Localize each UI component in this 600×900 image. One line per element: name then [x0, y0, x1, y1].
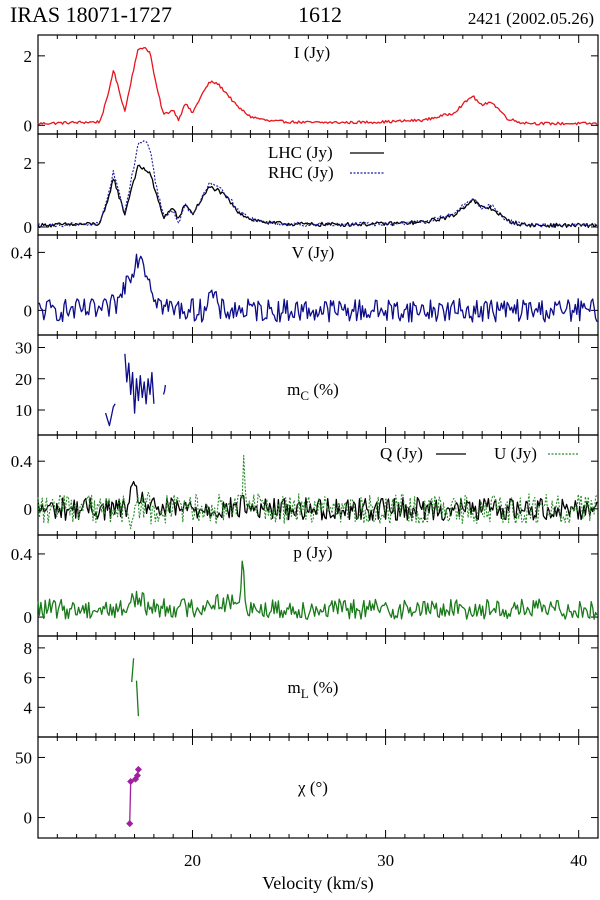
series-line-V — [37, 253, 598, 323]
series-line-mC — [162, 384, 167, 395]
legend-label-LHC: LHC (Jy) — [268, 143, 333, 162]
ytick-label-I: 0 — [24, 116, 33, 135]
series-line-mC — [124, 353, 155, 414]
source-title: IRAS 18071-1727 — [10, 2, 172, 27]
series-line-RHC — [37, 140, 598, 228]
x-axis-label: Velocity (km/s) — [262, 873, 373, 894]
ytick-label-chi: 0 — [24, 809, 33, 828]
xtick-label: 20 — [184, 851, 201, 870]
ytick-label-p: 0 — [24, 608, 33, 627]
ytick-label-mC: 20 — [15, 370, 32, 389]
series-line-mL — [135, 680, 140, 717]
ytick-label-CP: 0 — [24, 218, 33, 237]
ytick-label-p: 0.4 — [11, 545, 33, 564]
ytick-label-I: 2 — [24, 47, 33, 66]
panel-label-I: I (Jy) — [294, 43, 330, 62]
series-line-U — [37, 454, 598, 530]
series-line-LHC — [37, 164, 598, 229]
panel-frame-chi — [37, 736, 599, 839]
epoch-label: 2421 (2002.05.26) — [467, 9, 594, 28]
ytick-label-QU: 0 — [24, 500, 33, 519]
data-point-chi — [127, 777, 135, 786]
series-line-p — [37, 560, 598, 620]
ytick-label-mC: 10 — [15, 401, 32, 420]
ytick-label-CP: 2 — [24, 154, 33, 173]
panel-label-p: p (Jy) — [293, 543, 332, 562]
legend-label-U: U (Jy) — [494, 444, 537, 463]
panel-label-mC: mC (%) — [287, 380, 339, 403]
xtick-label: 30 — [377, 851, 394, 870]
ytick-label-mL: 4 — [24, 698, 33, 717]
panel-label-chi: χ (°) — [297, 778, 328, 797]
ytick-label-chi: 50 — [15, 748, 32, 767]
data-point-chi — [133, 771, 141, 780]
data-point-chi — [134, 765, 142, 773]
legend-label-RHC: RHC (Jy) — [268, 163, 334, 182]
series-line-mC — [104, 403, 116, 427]
line-frequency: 1612 — [298, 2, 342, 27]
ytick-label-mL: 8 — [24, 639, 33, 658]
ytick-label-QU: 0.4 — [11, 452, 33, 471]
series-line-I — [37, 46, 598, 126]
series-line-mL — [131, 658, 135, 683]
xtick-label: 40 — [570, 851, 587, 870]
ytick-label-mC: 30 — [15, 339, 32, 358]
panel-label-mL: mL (%) — [288, 678, 339, 701]
legend-label-Q: Q (Jy) — [380, 444, 423, 463]
ytick-label-V: 0.4 — [11, 243, 33, 262]
panel-label-V: V (Jy) — [292, 243, 335, 262]
data-point-chi — [126, 820, 134, 828]
ytick-label-mL: 6 — [24, 669, 33, 688]
ytick-label-V: 0 — [24, 301, 33, 320]
